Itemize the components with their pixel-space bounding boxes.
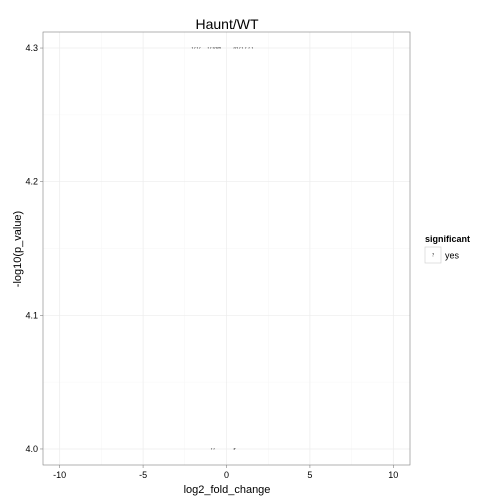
y-tick-label: 4.1 bbox=[25, 310, 38, 320]
y-axis-label: -log10(p_value) bbox=[12, 211, 24, 287]
data-points: ???????????????????????? bbox=[192, 46, 254, 451]
y-tick-label: 4.0 bbox=[25, 444, 38, 454]
data-point: ? bbox=[199, 46, 201, 50]
y-tick-label: 4.3 bbox=[25, 43, 38, 53]
data-point: ? bbox=[242, 46, 244, 50]
data-point: ? bbox=[239, 46, 241, 50]
data-point: ? bbox=[194, 46, 196, 50]
legend: significant ? yes bbox=[424, 234, 470, 264]
legend-key-symbol: ? bbox=[432, 253, 434, 258]
data-point: ? bbox=[234, 447, 236, 451]
data-point: ? bbox=[197, 46, 199, 50]
x-tick-label: 10 bbox=[388, 470, 398, 480]
data-point: ? bbox=[217, 46, 219, 50]
data-point: ? bbox=[216, 46, 218, 50]
data-point: ? bbox=[211, 447, 213, 451]
data-point: ? bbox=[192, 46, 194, 50]
data-point: ? bbox=[212, 46, 214, 50]
legend-title: significant bbox=[425, 234, 470, 244]
data-point: ? bbox=[213, 447, 215, 451]
x-tick-label: -10 bbox=[53, 470, 66, 480]
chart-title: Haunt/WT bbox=[195, 16, 258, 32]
data-point: ? bbox=[233, 447, 235, 451]
data-point: ? bbox=[219, 46, 221, 50]
gridlines bbox=[43, 32, 410, 465]
data-point: ? bbox=[214, 46, 216, 50]
data-point: ? bbox=[207, 46, 209, 50]
data-point: ? bbox=[233, 46, 235, 50]
x-axis-ticks: -10 -5 0 5 10 bbox=[53, 465, 398, 480]
data-point: ? bbox=[210, 46, 212, 50]
legend-item-yes: yes bbox=[445, 251, 460, 261]
x-tick-label: -5 bbox=[139, 470, 147, 480]
data-point: ? bbox=[252, 46, 254, 50]
x-tick-label: 0 bbox=[224, 470, 229, 480]
y-axis-ticks: 4.0 4.1 4.2 4.3 bbox=[25, 43, 43, 454]
x-axis-label: log2_fold_change bbox=[184, 484, 271, 496]
plot-panel: ???????????????????????? bbox=[42, 31, 411, 466]
data-point: ? bbox=[218, 46, 220, 50]
data-point: ? bbox=[248, 46, 250, 50]
y-tick-label: 4.2 bbox=[25, 177, 38, 187]
data-point: ? bbox=[235, 46, 237, 50]
data-point: ? bbox=[237, 46, 239, 50]
legend-key bbox=[424, 246, 442, 264]
data-point: ? bbox=[245, 46, 247, 50]
x-tick-label: 5 bbox=[307, 470, 312, 480]
